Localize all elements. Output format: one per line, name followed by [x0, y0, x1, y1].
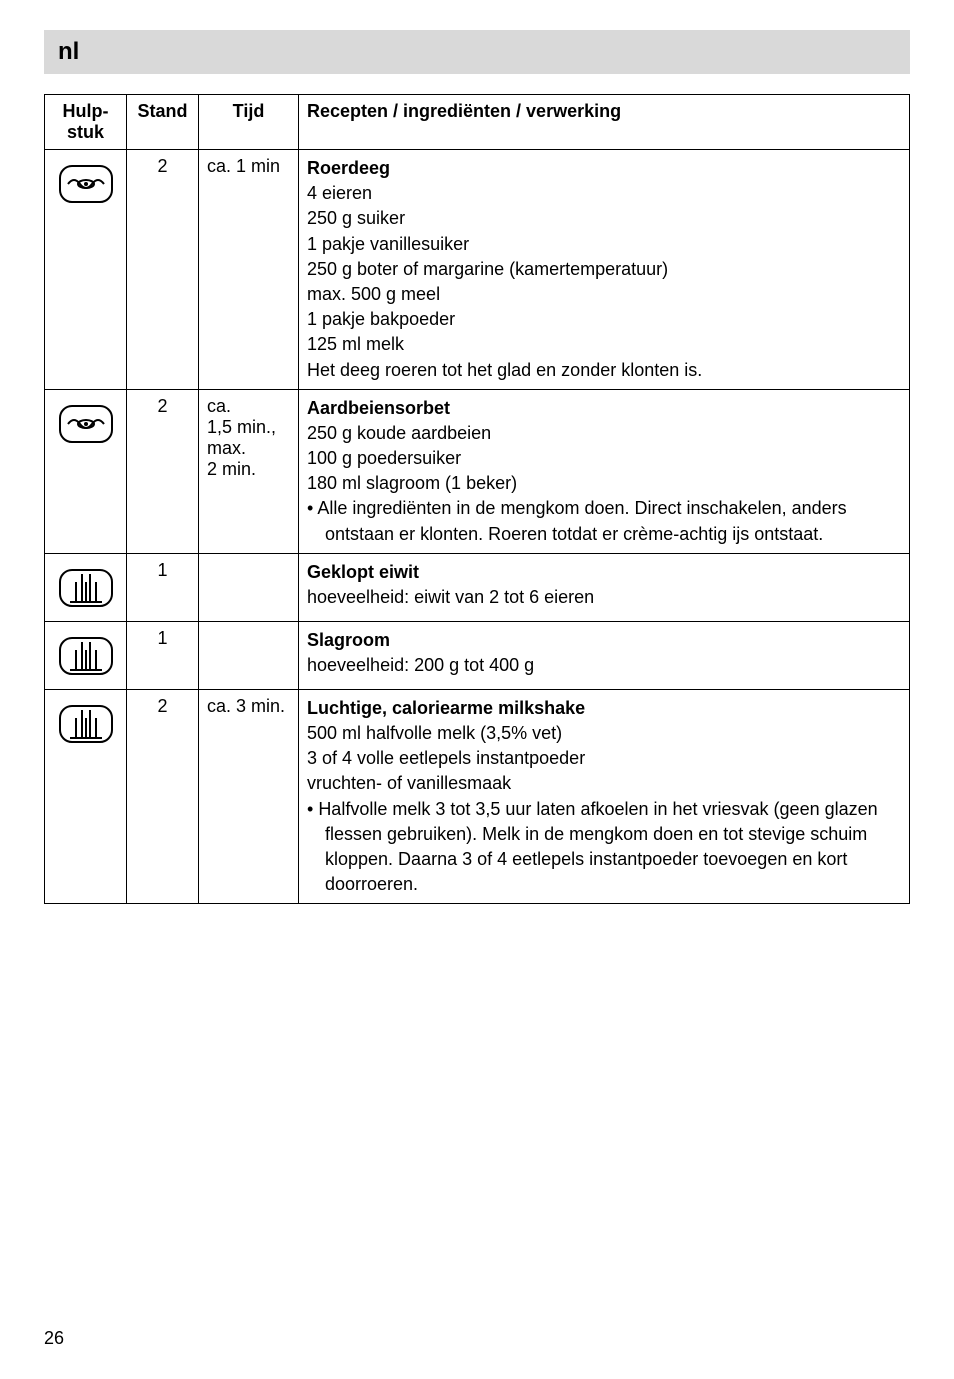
whisk-icon [56, 634, 116, 678]
recipe-content: Luchtige, caloriearme milkshake500 ml ha… [307, 696, 901, 898]
language-label: nl [58, 38, 79, 65]
cell-hulpstuk [45, 689, 127, 904]
header-bar: nl [44, 30, 910, 74]
recipe-line: 250 g suiker [307, 206, 901, 231]
recipe-line: vruchten- of vanillesmaak [307, 771, 901, 796]
recipe-title: Geklopt eiwit [307, 560, 901, 585]
table-row: 2ca. 3 min.Luchtige, caloriearme milksha… [45, 689, 910, 904]
header-tijd: Tijd [199, 95, 299, 150]
recipe-title: Roerdeeg [307, 156, 901, 181]
recipe-line: 125 ml melk [307, 332, 901, 357]
table-row: 1 Slagroomhoeveelheid: 200 g tot 400 g [45, 621, 910, 689]
cell-tijd: ca.1,5 min.,max.2 min. [199, 389, 299, 553]
table-header-row: Hulp-stuk Stand Tijd Recepten / ingredië… [45, 95, 910, 150]
cell-recepten: Geklopt eiwithoeveelheid: eiwit van 2 to… [299, 553, 910, 621]
bullet-text: Halfvolle melk 3 tot 3,5 uur laten afkoe… [318, 799, 877, 895]
header-recepten: Recepten / ingrediënten / verwerking [299, 95, 910, 150]
cell-hulpstuk [45, 150, 127, 390]
cell-stand: 2 [127, 689, 199, 904]
header-stand: Stand [127, 95, 199, 150]
recipe-content: Roerdeeg4 eieren250 g suiker1 pakje vani… [307, 156, 901, 383]
table-body: 2ca. 1 minRoerdeeg4 eieren250 g suiker1 … [45, 150, 910, 904]
bullet-marker: • [307, 498, 317, 518]
recipe-table: Hulp-stuk Stand Tijd Recepten / ingredië… [44, 94, 910, 904]
recipe-line: hoeveelheid: eiwit van 2 tot 6 eieren [307, 585, 901, 610]
recipe-line: 180 ml slagroom (1 beker) [307, 471, 901, 496]
cell-stand: 1 [127, 553, 199, 621]
mixer-icon [56, 162, 116, 206]
cell-recepten: Luchtige, caloriearme milkshake500 ml ha… [299, 689, 910, 904]
bullet-text: Alle ingrediënten in de mengkom doen. Di… [317, 498, 846, 543]
recipe-line: 1 pakje bakpoeder [307, 307, 901, 332]
table-row: 2ca. 1 minRoerdeeg4 eieren250 g suiker1 … [45, 150, 910, 390]
recipe-line: 1 pakje vanillesuiker [307, 232, 901, 257]
whisk-icon [56, 702, 116, 746]
cell-tijd [199, 621, 299, 689]
recipe-content: Slagroomhoeveelheid: 200 g tot 400 g [307, 628, 901, 678]
page-number: 26 [44, 1328, 64, 1349]
mixer-icon [56, 402, 116, 446]
cell-stand: 1 [127, 621, 199, 689]
cell-recepten: Roerdeeg4 eieren250 g suiker1 pakje vani… [299, 150, 910, 390]
recipe-line: hoeveelheid: 200 g tot 400 g [307, 653, 901, 678]
recipe-table-container: Hulp-stuk Stand Tijd Recepten / ingredië… [44, 94, 910, 904]
recipe-line: 250 g koude aardbeien [307, 421, 901, 446]
recipe-line: 100 g poedersuiker [307, 446, 901, 471]
recipe-bullet: • Halfvolle melk 3 tot 3,5 uur laten afk… [307, 797, 901, 898]
recipe-line: 3 of 4 volle eetlepels instantpoeder [307, 746, 901, 771]
recipe-line: 500 ml halfvolle melk (3,5% vet) [307, 721, 901, 746]
recipe-content: Aardbeiensorbet250 g koude aardbeien100 … [307, 396, 901, 547]
recipe-title: Slagroom [307, 628, 901, 653]
cell-recepten: Slagroomhoeveelheid: 200 g tot 400 g [299, 621, 910, 689]
header-hulpstuk: Hulp-stuk [45, 95, 127, 150]
recipe-line: 4 eieren [307, 181, 901, 206]
cell-recepten: Aardbeiensorbet250 g koude aardbeien100 … [299, 389, 910, 553]
cell-tijd: ca. 1 min [199, 150, 299, 390]
recipe-line: Het deeg roeren tot het glad en zonder k… [307, 358, 901, 383]
recipe-content: Geklopt eiwithoeveelheid: eiwit van 2 to… [307, 560, 901, 610]
recipe-line: max. 500 g meel [307, 282, 901, 307]
table-row: 2ca.1,5 min.,max.2 min.Aardbeiensorbet25… [45, 389, 910, 553]
whisk-icon [56, 566, 116, 610]
bullet-marker: • [307, 799, 318, 819]
cell-hulpstuk [45, 553, 127, 621]
recipe-line: 250 g boter of margarine (kamertemperatu… [307, 257, 901, 282]
table-row: 1 Geklopt eiwithoeveelheid: eiwit van 2 t… [45, 553, 910, 621]
recipe-title: Luchtige, caloriearme milkshake [307, 696, 901, 721]
cell-stand: 2 [127, 389, 199, 553]
cell-hulpstuk [45, 389, 127, 553]
recipe-title: Aardbeiensorbet [307, 396, 901, 421]
cell-tijd: ca. 3 min. [199, 689, 299, 904]
recipe-bullet: • Alle ingrediënten in de mengkom doen. … [307, 496, 901, 546]
cell-stand: 2 [127, 150, 199, 390]
cell-hulpstuk [45, 621, 127, 689]
cell-tijd [199, 553, 299, 621]
